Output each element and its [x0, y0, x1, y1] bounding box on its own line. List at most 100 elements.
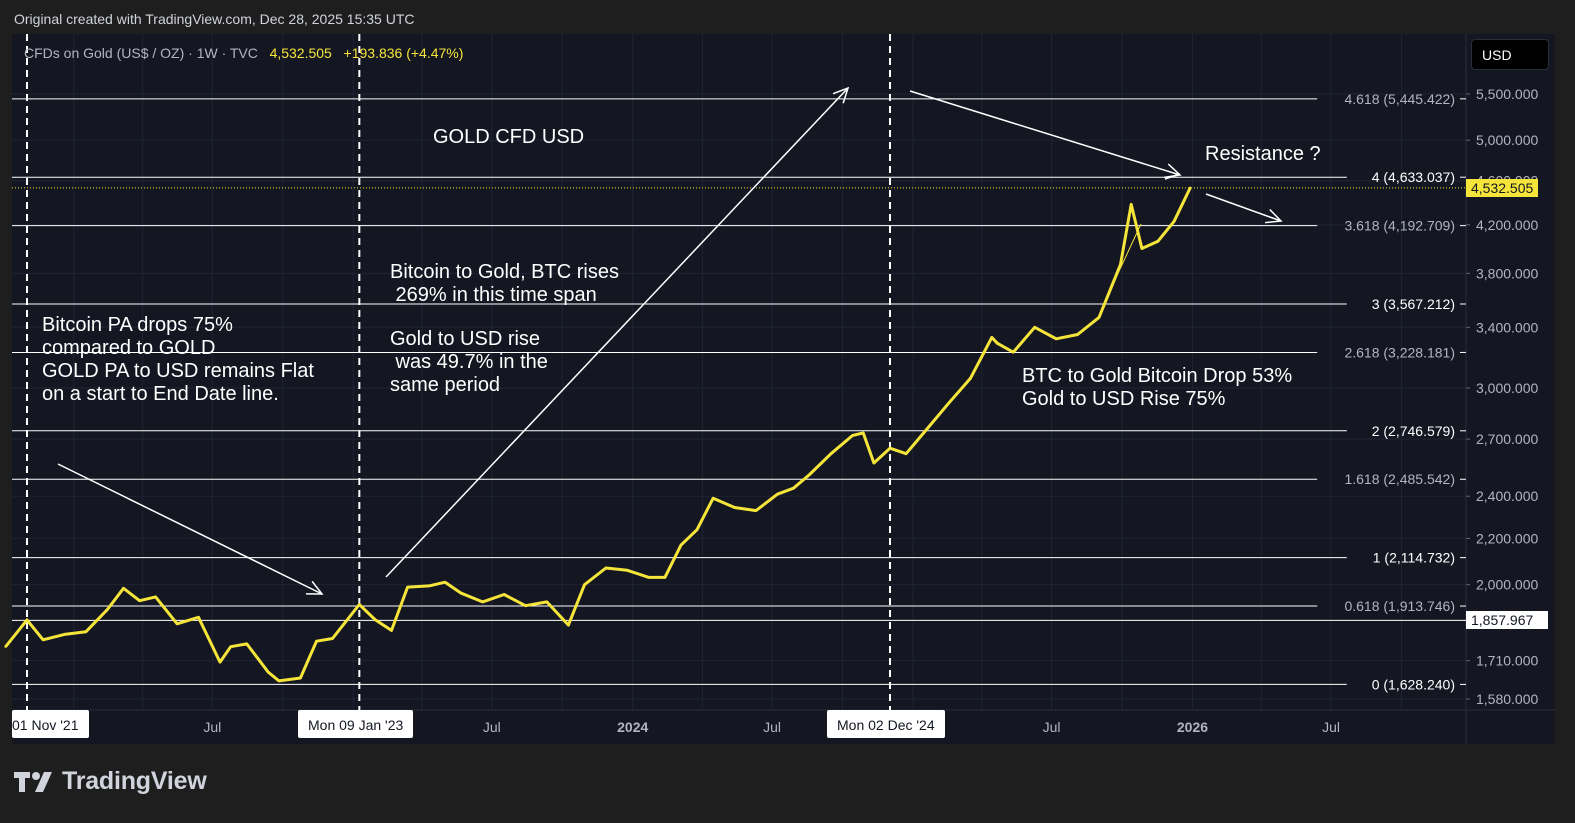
price-point — [406, 585, 409, 589]
tradingview-logo[interactable]: TradingView — [14, 767, 207, 796]
y-tick-label: 5,500.000 — [1476, 86, 1538, 102]
price-point — [647, 576, 650, 579]
currency-button[interactable]: USD — [1471, 39, 1549, 70]
price-point — [481, 600, 484, 604]
y-tick-label: 3,400.000 — [1476, 319, 1538, 335]
price-point — [947, 401, 951, 404]
price-point — [1012, 350, 1015, 354]
last-price-badge: 4,532.505 — [1466, 178, 1539, 197]
price-point — [331, 637, 334, 640]
annotation-title: GOLD CFD USD — [433, 126, 585, 148]
price-point — [138, 599, 141, 602]
price-point — [776, 493, 779, 496]
y-tick-label: 2,700.000 — [1476, 431, 1538, 447]
price-point — [229, 645, 232, 648]
price-point — [1172, 220, 1176, 223]
arrow-resistance-tail — [1164, 173, 1181, 180]
price-point — [990, 336, 994, 339]
price-point — [175, 622, 179, 625]
price-point — [41, 638, 45, 642]
trend-stroke — [1112, 223, 1142, 285]
price-point — [872, 461, 876, 465]
chart-frame[interactable] — [12, 34, 1555, 744]
marker-price-badge: 1,857.967 — [1466, 611, 1548, 630]
y-tick-label: 2,000.000 — [1476, 577, 1538, 593]
x-tick-label: Jul — [763, 719, 781, 735]
price-point — [679, 543, 683, 547]
price-point — [626, 569, 629, 572]
y-tick-label: 5,000.000 — [1476, 132, 1538, 148]
arrow-rise — [385, 87, 849, 578]
gold-price-line — [4, 187, 1192, 683]
price-point — [1140, 247, 1144, 250]
symbol-legend: CFDs on Gold (US$ / OZ) · 1W · TVC 4,532… — [24, 45, 463, 61]
arrow-projection — [1205, 193, 1282, 222]
header-caption: Original created with TradingView.com, D… — [14, 11, 415, 27]
y-tick-label: 4,200.000 — [1476, 217, 1538, 233]
price-point — [808, 473, 811, 476]
price-point — [459, 592, 463, 595]
price-point — [711, 497, 715, 500]
price-point — [154, 595, 157, 599]
fib-level-label: 2.618 (3,228.181) — [1344, 344, 1455, 360]
price-point — [996, 342, 999, 345]
price-point — [1054, 337, 1058, 341]
x-tick-label: Jul — [1043, 719, 1061, 735]
price-point — [315, 639, 318, 643]
y-tick-label: 3,000.000 — [1476, 380, 1538, 396]
price-point — [829, 452, 833, 455]
price-point — [926, 427, 929, 430]
price-point — [904, 452, 908, 455]
price-point — [299, 676, 302, 680]
tradingview-logo-text: TradingView — [62, 767, 207, 795]
price-point — [277, 679, 281, 683]
fib-level-label: 4 (4,633.037) — [1372, 169, 1455, 185]
fib-level-label: 3.618 (4,192.709) — [1344, 218, 1455, 234]
fib-level-label: 3 (3,567.212) — [1372, 296, 1455, 312]
x-tick-label: 2024 — [617, 719, 648, 735]
price-point — [197, 616, 200, 619]
price-point — [583, 583, 586, 586]
fib-level-label: 2 (2,746.579) — [1372, 423, 1455, 439]
x-tick-label: 2026 — [1177, 719, 1208, 735]
x-badge-end: Mon 02 Dec '24 — [827, 710, 945, 738]
arrow-rise-head — [832, 86, 850, 104]
symbol-last-price: 4,532.505 — [269, 45, 332, 61]
price-point — [358, 603, 361, 606]
price-point — [390, 629, 393, 632]
tradingview-logo-icon — [14, 771, 52, 792]
y-tick-label: 2,400.000 — [1476, 488, 1538, 504]
symbol-change: +193.836 (+4.47%) — [343, 45, 464, 61]
price-point — [663, 576, 667, 579]
price-point — [63, 633, 66, 636]
y-tick-label: 1,580.000 — [1476, 691, 1538, 707]
price-point — [1188, 186, 1192, 190]
arrow-decline — [57, 463, 323, 595]
price-point — [1156, 240, 1160, 243]
price-point — [218, 660, 222, 664]
price-point — [25, 618, 29, 622]
annotation-resistance: Resistance ? — [1205, 143, 1321, 165]
x-badge-start: 01 Nov '21 — [12, 710, 89, 738]
price-point — [1033, 326, 1036, 329]
price-point — [754, 509, 758, 512]
price-point — [106, 608, 109, 611]
arrow-projection-head — [1265, 209, 1283, 224]
price-point — [888, 446, 892, 450]
price-point — [969, 377, 972, 380]
price-point — [443, 581, 447, 584]
price-point — [267, 670, 270, 674]
price-point — [245, 642, 248, 646]
price-point — [1097, 316, 1101, 319]
price-point — [861, 431, 865, 435]
price-point — [1076, 333, 1079, 336]
price-point — [792, 487, 795, 490]
fib-level-label: 0.618 (1,913.746) — [1344, 598, 1455, 614]
x-tick-label: Jul — [1322, 719, 1340, 735]
fib-level-label: 4.618 (5,445.422) — [1344, 91, 1455, 107]
price-point — [427, 584, 431, 588]
x-tick-label: Jul — [483, 719, 501, 735]
price-point — [4, 645, 7, 648]
fib-level-label: 0 (1,628.240) — [1372, 676, 1455, 692]
